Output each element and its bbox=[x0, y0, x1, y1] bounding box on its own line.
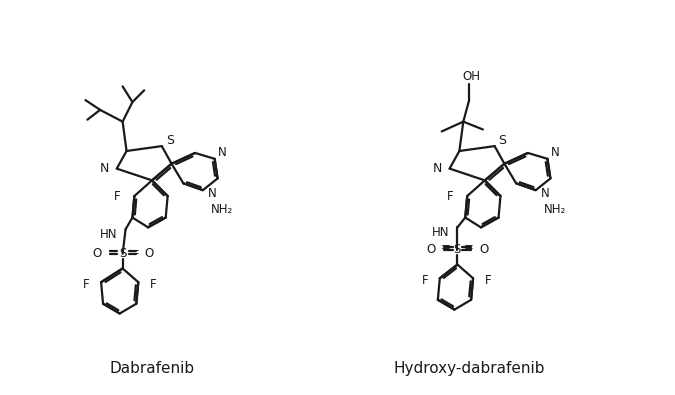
Text: F: F bbox=[114, 190, 121, 203]
Text: O: O bbox=[427, 243, 436, 256]
Text: HN: HN bbox=[432, 226, 450, 239]
Text: N: N bbox=[550, 147, 559, 160]
Text: NH₂: NH₂ bbox=[543, 203, 566, 216]
Text: O: O bbox=[93, 247, 102, 260]
Text: Dabrafenib: Dabrafenib bbox=[109, 361, 194, 376]
Text: S: S bbox=[499, 134, 506, 147]
Text: S: S bbox=[165, 134, 173, 147]
Text: Hydroxy-dabrafenib: Hydroxy-dabrafenib bbox=[394, 361, 545, 376]
Text: HN: HN bbox=[100, 228, 117, 241]
Text: F: F bbox=[150, 278, 157, 291]
Text: =: = bbox=[464, 241, 474, 254]
Text: N: N bbox=[208, 186, 217, 199]
Text: =: = bbox=[130, 246, 139, 259]
Text: S: S bbox=[454, 243, 461, 256]
Text: F: F bbox=[83, 278, 89, 291]
Text: N: N bbox=[433, 162, 441, 175]
Text: F: F bbox=[447, 190, 454, 203]
Text: F: F bbox=[421, 274, 428, 287]
Text: =: = bbox=[441, 241, 451, 254]
Text: O: O bbox=[144, 247, 153, 260]
Text: S: S bbox=[119, 247, 126, 260]
Text: O: O bbox=[479, 243, 488, 256]
Text: OH: OH bbox=[462, 70, 480, 83]
Text: NH₂: NH₂ bbox=[211, 203, 233, 216]
Text: N: N bbox=[217, 147, 226, 160]
Text: N: N bbox=[541, 186, 549, 199]
Text: F: F bbox=[485, 274, 491, 287]
Text: N: N bbox=[99, 162, 109, 175]
Text: =: = bbox=[108, 246, 117, 259]
